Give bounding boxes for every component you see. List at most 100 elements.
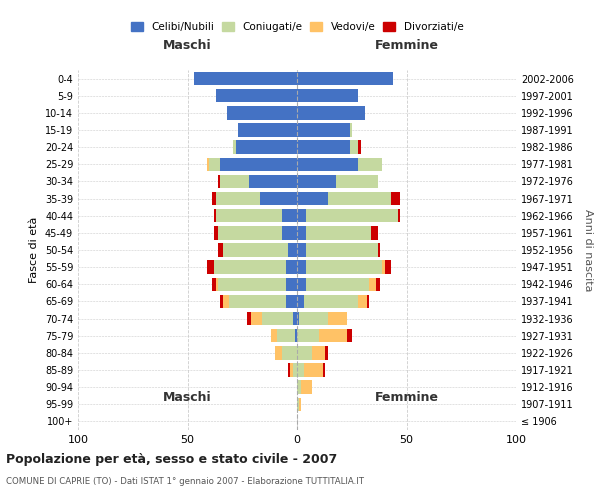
Bar <box>306 209 398 222</box>
Bar <box>216 89 297 102</box>
Bar <box>220 158 297 171</box>
Bar <box>297 226 306 239</box>
Bar <box>249 174 297 188</box>
Bar <box>299 398 301 411</box>
Bar <box>229 294 286 308</box>
Bar <box>297 140 350 154</box>
Bar <box>297 278 306 291</box>
Bar <box>297 260 306 274</box>
Bar <box>277 329 295 342</box>
Bar <box>251 312 262 326</box>
Bar <box>238 124 297 136</box>
Bar <box>358 158 382 171</box>
Bar <box>297 106 365 120</box>
Bar <box>371 226 378 239</box>
Bar <box>271 329 277 342</box>
Text: Maschi: Maschi <box>163 390 212 404</box>
Bar <box>286 294 297 308</box>
Bar <box>358 294 367 308</box>
Bar <box>218 226 281 239</box>
Bar <box>306 244 378 256</box>
Bar <box>218 278 286 291</box>
Bar <box>275 346 281 360</box>
Text: Maschi: Maschi <box>163 39 212 52</box>
Bar <box>385 260 391 274</box>
Bar <box>288 244 297 256</box>
Bar <box>299 312 328 326</box>
Bar <box>223 294 229 308</box>
Bar <box>382 260 385 274</box>
Bar <box>227 106 297 120</box>
Bar <box>214 209 216 222</box>
Bar <box>216 278 218 291</box>
Bar <box>216 209 281 222</box>
Y-axis label: Anni di nascita: Anni di nascita <box>583 209 593 291</box>
Bar <box>220 174 249 188</box>
Bar <box>295 329 297 342</box>
Bar <box>325 346 328 360</box>
Bar <box>297 380 301 394</box>
Bar <box>281 209 297 222</box>
Bar <box>236 140 297 154</box>
Bar <box>297 346 313 360</box>
Bar <box>220 294 223 308</box>
Bar <box>286 260 297 274</box>
Bar <box>328 312 347 326</box>
Bar <box>297 209 306 222</box>
Text: Femmine: Femmine <box>374 39 439 52</box>
Bar <box>313 346 325 360</box>
Bar <box>297 329 319 342</box>
Bar <box>304 364 323 376</box>
Bar <box>194 72 297 86</box>
Bar <box>306 278 369 291</box>
Bar <box>297 364 304 376</box>
Bar <box>306 260 382 274</box>
Bar <box>262 312 293 326</box>
Bar <box>398 209 400 222</box>
Bar <box>347 329 352 342</box>
Bar <box>369 278 376 291</box>
Bar <box>212 278 216 291</box>
Bar <box>281 226 297 239</box>
Bar <box>297 312 299 326</box>
Bar <box>297 72 394 86</box>
Bar <box>297 192 328 205</box>
Bar <box>216 192 260 205</box>
Bar <box>376 278 380 291</box>
Bar <box>214 226 218 239</box>
Bar <box>350 140 358 154</box>
Bar <box>297 124 350 136</box>
Bar <box>306 226 371 239</box>
Text: Femmine: Femmine <box>374 390 439 404</box>
Bar <box>209 158 220 171</box>
Bar <box>378 244 380 256</box>
Bar <box>214 260 286 274</box>
Bar <box>328 192 391 205</box>
Bar <box>391 192 400 205</box>
Bar <box>297 294 304 308</box>
Bar <box>293 312 297 326</box>
Text: COMUNE DI CAPRIE (TO) - Dati ISTAT 1° gennaio 2007 - Elaborazione TUTTITALIA.IT: COMUNE DI CAPRIE (TO) - Dati ISTAT 1° ge… <box>6 478 364 486</box>
Bar <box>297 174 337 188</box>
Bar <box>247 312 251 326</box>
Bar <box>367 294 369 308</box>
Bar <box>207 260 214 274</box>
Bar <box>297 244 306 256</box>
Bar <box>281 346 297 360</box>
Bar <box>297 158 358 171</box>
Bar <box>350 124 352 136</box>
Bar <box>297 89 358 102</box>
Bar <box>358 140 361 154</box>
Bar <box>260 192 297 205</box>
Bar <box>301 380 313 394</box>
Bar <box>286 278 297 291</box>
Bar <box>212 192 216 205</box>
Bar <box>218 174 220 188</box>
Bar <box>297 398 299 411</box>
Bar <box>323 364 325 376</box>
Bar <box>223 244 288 256</box>
Bar <box>207 158 209 171</box>
Legend: Celibi/Nubili, Coniugati/e, Vedovi/e, Divorziati/e: Celibi/Nubili, Coniugati/e, Vedovi/e, Di… <box>127 18 467 36</box>
Bar <box>218 244 223 256</box>
Bar <box>233 140 236 154</box>
